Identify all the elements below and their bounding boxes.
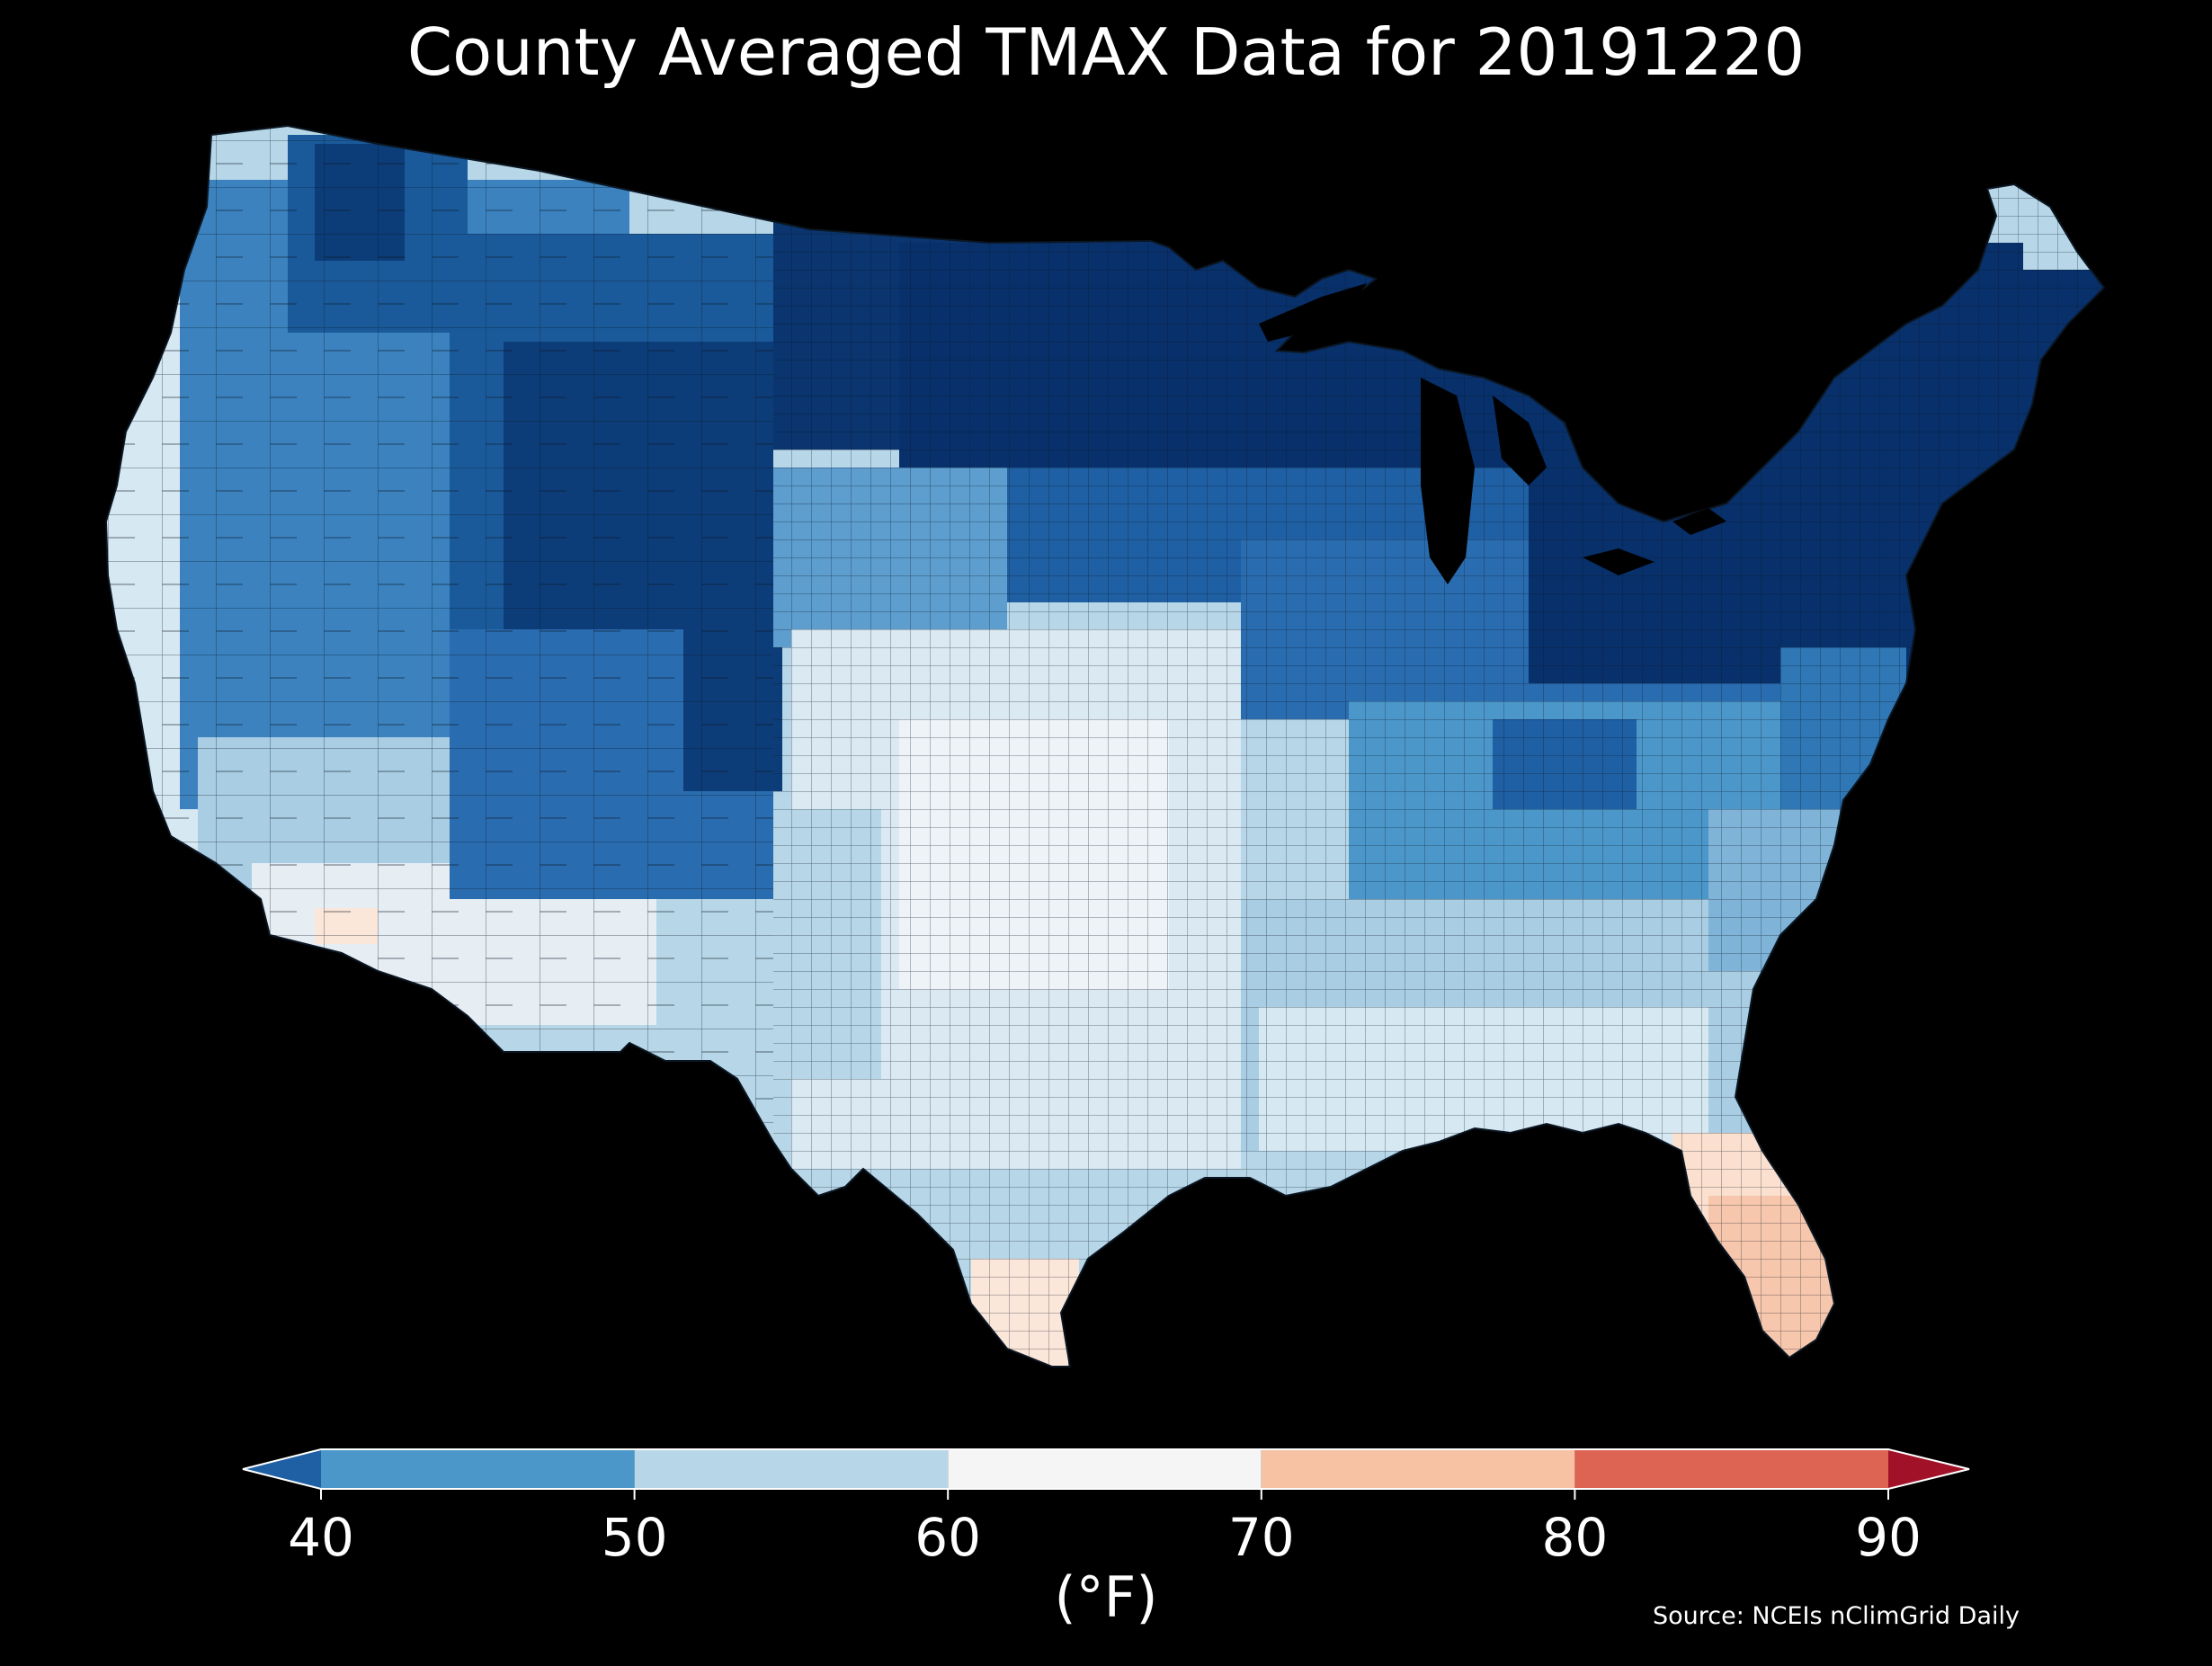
colorbar-bin-80-90 bbox=[1574, 1449, 1888, 1489]
colorbar-tick-label: 50 bbox=[601, 1507, 668, 1568]
source-credit: Source: NCEIs nClimGrid Daily bbox=[1653, 1602, 2020, 1630]
colorbar-bin-40-50 bbox=[321, 1449, 635, 1489]
colorbar-bin-70-80 bbox=[1261, 1449, 1575, 1489]
colorbar-tick-label: 60 bbox=[914, 1507, 982, 1568]
colorbar-tick-label: 90 bbox=[1855, 1507, 1922, 1568]
colorbar-tick-label: 40 bbox=[288, 1507, 354, 1568]
colorbar-tick-label: 80 bbox=[1541, 1507, 1609, 1568]
map-title: County Averaged TMAX Data for 20191220 bbox=[406, 14, 1806, 90]
colorbar-tick-label: 70 bbox=[1227, 1507, 1295, 1568]
colorbar-extend-low bbox=[243, 1449, 321, 1489]
colorbar-units-label: (°F) bbox=[1054, 1564, 1158, 1630]
colorbar-bin-60-70 bbox=[948, 1449, 1262, 1489]
colorbar-extend-high bbox=[1888, 1449, 1969, 1489]
great-lakes bbox=[1259, 283, 1726, 584]
colorbar-bin-50-60 bbox=[634, 1449, 949, 1489]
